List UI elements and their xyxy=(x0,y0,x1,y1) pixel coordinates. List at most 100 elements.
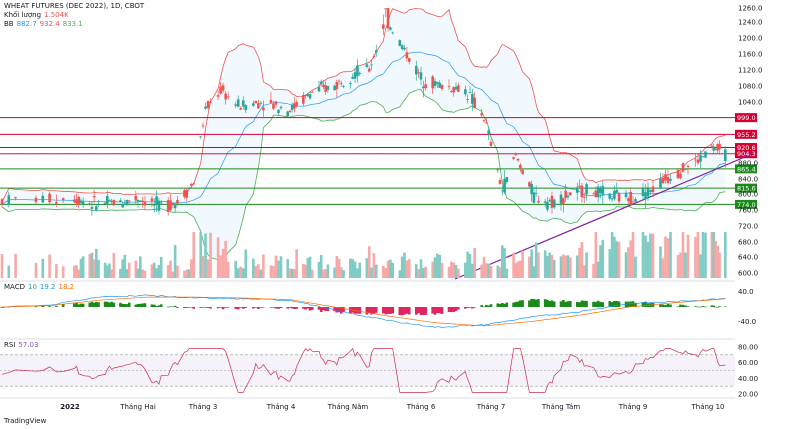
macd-histogram-bar xyxy=(55,306,58,307)
macd-histogram-bar xyxy=(686,306,690,307)
candle-body xyxy=(34,197,38,203)
macd-histogram-bar xyxy=(136,304,140,307)
macd-histogram-bar xyxy=(546,299,549,307)
volume-legend-label: Khối lượng xyxy=(4,11,42,19)
candle-body xyxy=(308,94,312,99)
macd-histogram-bar xyxy=(666,304,670,307)
candle-body xyxy=(367,68,371,72)
volume-bar xyxy=(546,256,549,278)
candle-body xyxy=(317,86,321,92)
macd-histogram-bar xyxy=(710,305,714,307)
volume-bar xyxy=(77,269,81,278)
volume-bar xyxy=(627,247,630,278)
macd-histogram-bar xyxy=(575,301,579,307)
volume-bar xyxy=(452,262,455,278)
volume-bar xyxy=(676,255,680,278)
candle-body xyxy=(534,192,538,194)
macd-histogram-bar xyxy=(532,298,536,307)
volume-bar xyxy=(342,270,345,278)
candle-body xyxy=(335,81,339,90)
candle-body xyxy=(121,204,124,208)
macd-histogram-bar xyxy=(422,307,425,316)
candle-body xyxy=(370,64,373,66)
candle-body xyxy=(473,97,476,109)
candle-body xyxy=(274,101,278,105)
candle-body xyxy=(150,198,154,202)
volume-bar xyxy=(209,232,212,278)
candle-body xyxy=(629,191,632,205)
volume-bar xyxy=(651,233,655,278)
macd-histogram-bar xyxy=(596,300,600,307)
volume-bar xyxy=(684,252,687,278)
candle-body xyxy=(365,64,369,67)
volume-bar xyxy=(414,264,418,278)
candle-body xyxy=(500,190,504,192)
macd-histogram-bar xyxy=(185,307,189,308)
volume-bar xyxy=(391,263,395,278)
macd-histogram-bar xyxy=(398,307,402,316)
volume-bar xyxy=(419,259,423,278)
volume-bar xyxy=(136,268,140,278)
macd-histogram-bar xyxy=(403,307,406,315)
macd-histogram-bar xyxy=(464,307,467,309)
candle-body xyxy=(209,101,212,103)
macd-histogram-bar xyxy=(262,307,265,308)
macd-pane xyxy=(0,280,735,328)
volume-bar xyxy=(224,240,227,278)
level-tag-label: 774.0 xyxy=(737,201,756,209)
macd-histogram-bar xyxy=(684,305,687,307)
bb-lower-value: 833.1 xyxy=(62,20,83,28)
macd-histogram-bar xyxy=(694,306,697,307)
candle-body xyxy=(659,178,662,189)
volume-bar xyxy=(610,232,614,278)
candle-body xyxy=(356,65,359,77)
macd-histogram-bar xyxy=(669,304,672,307)
macd-histogram-bar xyxy=(562,300,565,307)
macd-histogram-bar xyxy=(125,304,129,307)
volume-bar xyxy=(234,260,238,278)
candle-body xyxy=(152,204,156,206)
volume-bar xyxy=(659,246,662,278)
volume-bar xyxy=(333,267,336,278)
rsi-pane xyxy=(0,338,735,399)
candle-body xyxy=(701,156,705,158)
volume-bar xyxy=(75,265,78,278)
bb-upper-line xyxy=(1,7,726,203)
candle-body xyxy=(644,192,647,200)
candle-body xyxy=(514,154,518,156)
candle-body xyxy=(543,201,547,203)
logo-text: TradingView xyxy=(4,417,47,425)
candle-body xyxy=(617,193,621,202)
volume-bar xyxy=(485,263,488,278)
candle-body xyxy=(578,185,581,187)
candle-body xyxy=(582,196,586,198)
volume-bar xyxy=(512,252,515,278)
macd-histogram-bar xyxy=(274,307,278,309)
volume-bar xyxy=(134,260,138,278)
macd-histogram-bar xyxy=(454,307,458,312)
candle-body xyxy=(433,80,437,87)
volume-bar xyxy=(634,256,637,278)
candle-body xyxy=(176,199,179,204)
macd-histogram-bar xyxy=(257,307,260,309)
candle-body xyxy=(548,200,552,202)
volume-bar xyxy=(631,232,635,278)
candle-body xyxy=(340,83,343,85)
volume-bar xyxy=(356,268,359,278)
macd-histogram-bar xyxy=(559,301,563,307)
volume-bar xyxy=(304,264,307,278)
macd-histogram-bar xyxy=(272,307,275,308)
volume-bar xyxy=(372,253,376,278)
macd-histogram-bar xyxy=(326,307,330,311)
volume-bar xyxy=(489,266,493,278)
volume-bar xyxy=(712,232,716,278)
volume-bar xyxy=(487,263,490,278)
bb-fill xyxy=(2,8,726,260)
volume-bar xyxy=(596,261,600,278)
candle-body xyxy=(239,108,243,110)
candle-body xyxy=(496,169,500,171)
macd-histogram-bar xyxy=(534,299,538,307)
macd-histogram-bar xyxy=(73,303,76,307)
macd-histogram-bar xyxy=(450,307,453,313)
